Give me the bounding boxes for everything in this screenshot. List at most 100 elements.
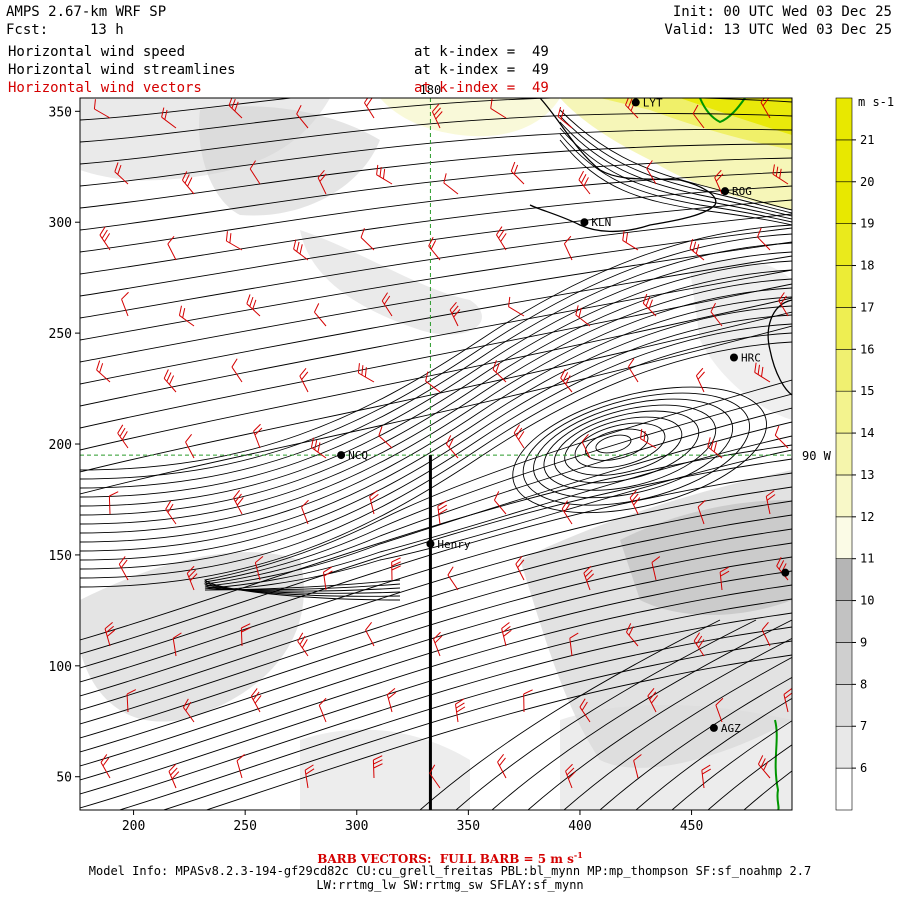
wind-barb-shaft — [96, 369, 111, 383]
wind-barb — [240, 623, 251, 647]
wind-barb — [583, 565, 595, 591]
wind-barb-shaft — [560, 377, 573, 393]
station-marker — [580, 218, 589, 227]
wind-barb-flag — [382, 169, 386, 179]
streamline — [80, 570, 792, 767]
wind-barb-shaft — [94, 108, 111, 119]
wind-barb-flag — [697, 499, 706, 508]
wind-barb-shaft — [510, 170, 525, 185]
wind-barb — [365, 622, 375, 647]
wind-barb-flag — [319, 173, 327, 182]
wind-barb-flag — [651, 695, 659, 704]
wind-barb-flag — [182, 698, 189, 708]
wind-barb-flag — [255, 556, 264, 564]
wind-barb-flag — [557, 107, 562, 117]
colorbar-label: 16 — [860, 342, 874, 356]
wind-barb-flag — [376, 164, 379, 175]
wind-barb-flag — [453, 309, 461, 318]
wind-barb-flag — [369, 490, 378, 497]
wind-barb-flag — [100, 754, 108, 763]
streamline — [80, 269, 792, 407]
wind-barb — [501, 622, 512, 647]
wind-barb-flag — [575, 305, 579, 316]
wind-barb-shaft — [301, 507, 309, 525]
wind-barb-flag — [184, 174, 190, 184]
streamline — [80, 283, 792, 429]
wind-barb — [754, 362, 771, 383]
streamline — [80, 128, 792, 187]
shade-region — [300, 230, 482, 335]
wind-barb — [236, 753, 245, 779]
wind-barb-shaft — [318, 705, 327, 723]
station-marker — [631, 98, 640, 107]
wind-barb — [93, 99, 111, 119]
wind-barb — [437, 500, 448, 525]
wind-barb-flag — [432, 103, 440, 113]
streamline — [80, 233, 792, 480]
wind-barb-flag — [564, 235, 572, 245]
wind-barb-shaft — [581, 441, 591, 459]
wind-barb-shaft — [311, 447, 327, 459]
wind-barb-flag — [378, 426, 383, 436]
wind-barb-shaft — [104, 628, 111, 647]
wind-barb — [225, 231, 243, 251]
wind-barb-flag — [561, 500, 568, 510]
wind-barb — [689, 239, 705, 261]
wind-barb-flag — [235, 493, 242, 502]
streamline — [559, 127, 792, 220]
wind-barb-flag — [778, 560, 785, 570]
wind-barb-flag — [501, 622, 510, 629]
streamline — [559, 121, 792, 217]
station-label: KLN — [591, 216, 611, 229]
wind-barb-flag — [301, 371, 309, 380]
field-vectors-level: at k-index = 49 — [414, 80, 549, 96]
wind-barb — [575, 305, 591, 327]
colorbar-label: 21 — [860, 133, 874, 147]
wind-barb-shaft — [378, 435, 393, 449]
streamline — [118, 626, 792, 810]
shade-region — [560, 705, 792, 810]
wind-barb-flag — [499, 757, 506, 766]
wind-barb-shaft — [358, 372, 375, 383]
streamline — [162, 640, 792, 810]
wind-barb-flag — [185, 434, 193, 443]
wind-barb-flag — [118, 556, 126, 565]
wind-barb-shaft — [622, 240, 639, 251]
wind-barb-shaft — [126, 693, 129, 713]
wind-barb — [454, 698, 466, 723]
wind-barb-shaft — [250, 696, 261, 713]
wind-barb-flag — [381, 292, 388, 302]
wind-barb — [249, 160, 261, 185]
wind-barb-shaft — [304, 770, 309, 789]
streamline — [80, 227, 792, 341]
wind-barb-flag — [361, 365, 364, 376]
colorbar-label: 19 — [860, 217, 874, 231]
wind-barb — [692, 104, 705, 129]
wind-barb-flag — [560, 369, 566, 379]
streamline — [419, 619, 721, 810]
wind-barb-flag — [323, 566, 333, 573]
wind-barb-flag — [707, 437, 711, 448]
wind-barb — [369, 490, 379, 515]
wind-barb — [376, 164, 393, 185]
wind-barb — [447, 566, 459, 591]
wind-barb — [757, 755, 771, 779]
streamline — [559, 133, 792, 223]
wind-barb — [161, 107, 177, 129]
field-wind-speed: Horizontal wind speed — [8, 44, 186, 60]
wind-barb-flag — [492, 360, 497, 370]
wind-barb — [117, 424, 129, 449]
wind-barb-flag — [428, 237, 434, 247]
wind-barb-flag — [692, 241, 697, 252]
x-tick-label: 450 — [680, 819, 703, 834]
wind-barb-flag — [715, 697, 724, 706]
wind-barb-shaft — [172, 638, 177, 657]
wind-barb-shaft — [693, 640, 705, 657]
streamline — [80, 242, 792, 489]
x-tick-label: 300 — [345, 819, 368, 834]
wind-barb-flag — [438, 504, 447, 511]
station-label: NCQ — [348, 449, 368, 462]
wind-barb-flag — [379, 166, 382, 177]
wind-barb-shaft — [296, 113, 309, 129]
